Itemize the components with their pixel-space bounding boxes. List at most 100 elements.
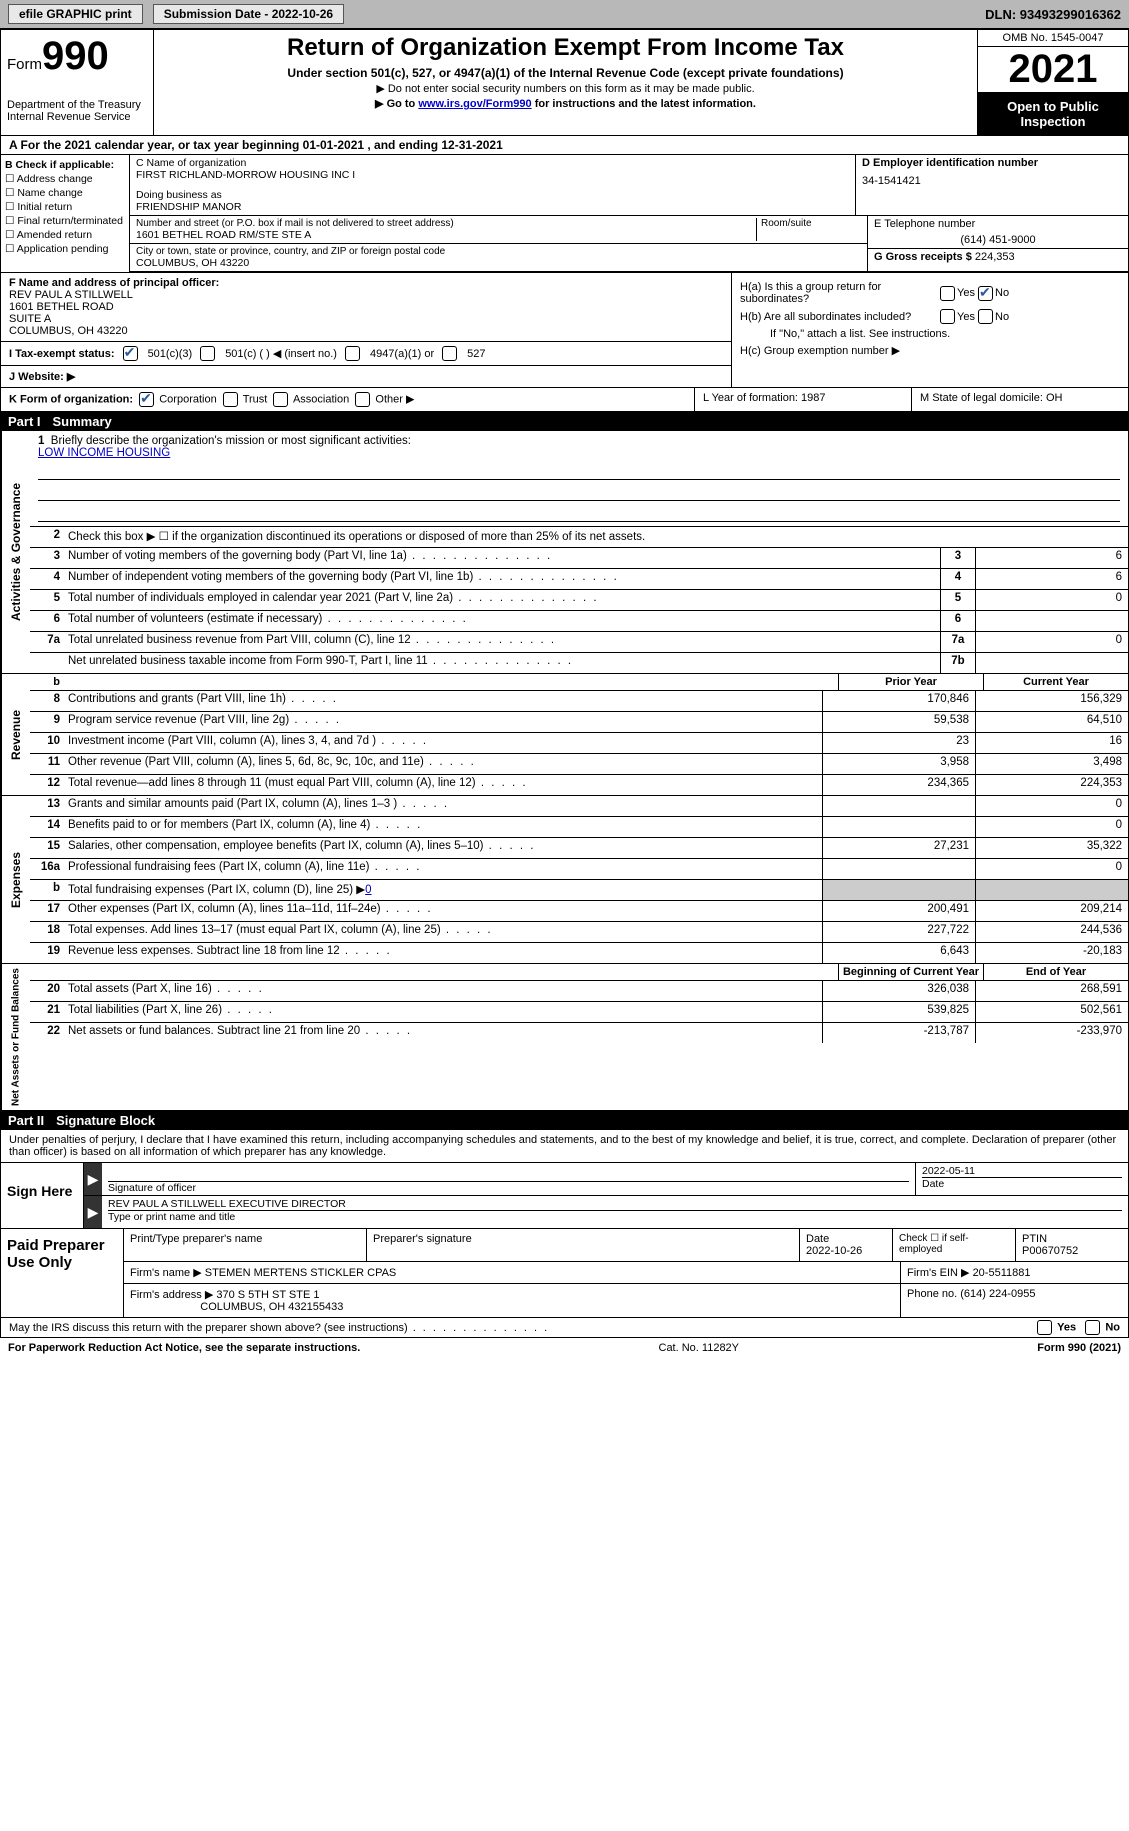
- officer-addr3: COLUMBUS, OH 43220: [9, 325, 128, 337]
- street-label: Number and street (or P.O. box if mail i…: [136, 218, 756, 229]
- chk-app-pending[interactable]: ☐ Application pending: [5, 243, 125, 255]
- ein-value: 34-1541421: [862, 175, 1122, 187]
- col-cde: C Name of organization FIRST RICHLAND-MO…: [130, 155, 1128, 272]
- omb-number: OMB No. 1545-0047: [978, 30, 1128, 47]
- opt-4947: 4947(a)(1) or: [370, 348, 434, 360]
- chk-initial-return[interactable]: ☐ Initial return: [5, 201, 125, 213]
- dba-value: FRIENDSHIP MANOR: [136, 201, 849, 213]
- chk-discuss-yes[interactable]: [1037, 1320, 1052, 1335]
- vtab-governance: Activities & Governance: [1, 431, 30, 673]
- vtab-expenses: Expenses: [1, 796, 30, 963]
- form990-link[interactable]: www.irs.gov/Form990: [418, 98, 531, 110]
- part2-header: Part II Signature Block: [0, 1111, 1129, 1130]
- sig-officer-label: Signature of officer: [108, 1181, 909, 1194]
- submission-date-button[interactable]: Submission Date - 2022-10-26: [153, 4, 344, 24]
- address-right: E Telephone number (614) 451-9000 G Gros…: [867, 216, 1128, 271]
- firm-ein: 20-5511881: [973, 1267, 1031, 1279]
- s2-label: Check this box ▶ ☐ if the organization d…: [64, 527, 1128, 547]
- chk-address-change[interactable]: ☐ Address change: [5, 173, 125, 185]
- tel-label: E Telephone number: [874, 218, 1122, 230]
- k-assoc: Association: [293, 393, 349, 405]
- opt-501c: 501(c) ( ) ◀ (insert no.): [225, 347, 337, 360]
- firm-addr1: 370 S 5TH ST STE 1: [216, 1289, 319, 1301]
- summary-row: 21 Total liabilities (Part X, line 26) 5…: [30, 1002, 1128, 1023]
- note-ssn: ▶ Do not enter social security numbers o…: [162, 82, 969, 95]
- summary-row: b Total fundraising expenses (Part IX, c…: [30, 880, 1128, 901]
- part1-num: Part I: [8, 414, 41, 429]
- ptin-label: PTIN: [1022, 1233, 1047, 1245]
- chk-501c3[interactable]: [123, 346, 138, 361]
- dln-label: DLN: 93493299016362: [985, 7, 1121, 22]
- firm-ein-label: Firm's EIN ▶: [907, 1267, 970, 1279]
- hdr-end: End of Year: [983, 964, 1128, 980]
- form-header: Form990 Department of the Treasury Inter…: [0, 29, 1129, 136]
- chk-527[interactable]: [442, 346, 457, 361]
- summary-row: 18 Total expenses. Add lines 13–17 (must…: [30, 922, 1128, 943]
- summary-row: 10 Investment income (Part VIII, column …: [30, 733, 1128, 754]
- phone-label: Phone no.: [907, 1288, 957, 1300]
- summary-row: 12 Total revenue—add lines 8 through 11 …: [30, 775, 1128, 795]
- col-b: B Check if applicable: ☐ Address change …: [1, 155, 130, 272]
- j-label: J Website: ▶: [9, 371, 75, 383]
- efile-button[interactable]: efile GRAPHIC print: [8, 4, 143, 24]
- firm-name: STEMEN MERTENS STICKLER CPAS: [205, 1267, 397, 1279]
- discuss-yes: Yes: [1057, 1321, 1076, 1333]
- hb-yes: Yes: [957, 311, 975, 323]
- chk-trust[interactable]: [223, 392, 238, 407]
- prep-selfemp[interactable]: Check ☐ if self-employed: [893, 1229, 1016, 1261]
- row-a: A For the 2021 calendar year, or tax yea…: [0, 136, 1129, 155]
- chk-4947[interactable]: [345, 346, 360, 361]
- arrow-icon: ▶: [84, 1196, 102, 1228]
- chk-final-return[interactable]: ☐ Final return/terminated: [5, 215, 125, 227]
- header-center: Return of Organization Exempt From Incom…: [154, 30, 977, 135]
- form-number: Form990: [7, 34, 147, 79]
- entity-block: B Check if applicable: ☐ Address change …: [0, 155, 1129, 273]
- part1-title: Summary: [53, 414, 112, 429]
- i-label: I Tax-exempt status:: [9, 348, 115, 360]
- officer-name: REV PAUL A STILLWELL: [9, 289, 133, 301]
- revenue-block: Revenue b Prior Year Current Year 8 Cont…: [0, 674, 1129, 796]
- summary-row: 5 Total number of individuals employed i…: [30, 590, 1128, 611]
- paperwork-notice: For Paperwork Reduction Act Notice, see …: [8, 1342, 360, 1354]
- i-row: I Tax-exempt status: 501(c)(3) 501(c) ( …: [1, 342, 731, 366]
- discuss-row: May the IRS discuss this return with the…: [0, 1318, 1129, 1338]
- part2-title: Signature Block: [56, 1113, 155, 1128]
- summary-row: 13 Grants and similar amounts paid (Part…: [30, 796, 1128, 817]
- chk-ha-yes[interactable]: [940, 286, 955, 301]
- city-value: COLUMBUS, OH 43220: [136, 257, 861, 269]
- officer-addr1: 1601 BETHEL ROAD: [9, 301, 114, 313]
- k-label: K Form of organization:: [9, 393, 133, 405]
- hb-no: No: [995, 311, 1009, 323]
- k-row: K Form of organization: Corporation Trus…: [0, 388, 1129, 412]
- chk-discuss-no[interactable]: [1085, 1320, 1100, 1335]
- address-left: Number and street (or P.O. box if mail i…: [130, 216, 867, 271]
- sig-date-label: Date: [922, 1177, 1122, 1190]
- form-num: 990: [42, 34, 109, 78]
- summary-row: 3 Number of voting members of the govern…: [30, 548, 1128, 569]
- chk-other[interactable]: [355, 392, 370, 407]
- form-subtitle: Under section 501(c), 527, or 4947(a)(1)…: [162, 66, 969, 80]
- vtab-net: Net Assets or Fund Balances: [1, 964, 30, 1110]
- chk-hb-no[interactable]: [978, 309, 993, 324]
- chk-hb-yes[interactable]: [940, 309, 955, 324]
- chk-assoc[interactable]: [273, 392, 288, 407]
- firm-addr-label: Firm's address ▶: [130, 1289, 213, 1301]
- chk-amended[interactable]: ☐ Amended return: [5, 229, 125, 241]
- summary-row: 17 Other expenses (Part IX, column (A), …: [30, 901, 1128, 922]
- fhijk-block: F Name and address of principal officer:…: [0, 273, 1129, 388]
- summary-row: Net unrelated business taxable income fr…: [30, 653, 1128, 673]
- chk-corp[interactable]: [139, 392, 154, 407]
- hdr-prior: Prior Year: [838, 674, 983, 690]
- irs-label: Internal Revenue Service: [7, 111, 147, 123]
- tax-year: 2021: [978, 47, 1128, 93]
- officer-addr2: SUITE A: [9, 313, 51, 325]
- k-corp: Corporation: [159, 393, 216, 405]
- ha-yes: Yes: [957, 287, 975, 299]
- f-row: F Name and address of principal officer:…: [1, 273, 731, 342]
- chk-name-change[interactable]: ☐ Name change: [5, 187, 125, 199]
- tel-value: (614) 451-9000: [874, 234, 1122, 246]
- chk-ha-no[interactable]: [978, 286, 993, 301]
- top-bar: efile GRAPHIC print Submission Date - 20…: [0, 0, 1129, 29]
- summary-row: 16a Professional fundraising fees (Part …: [30, 859, 1128, 880]
- chk-501c[interactable]: [200, 346, 215, 361]
